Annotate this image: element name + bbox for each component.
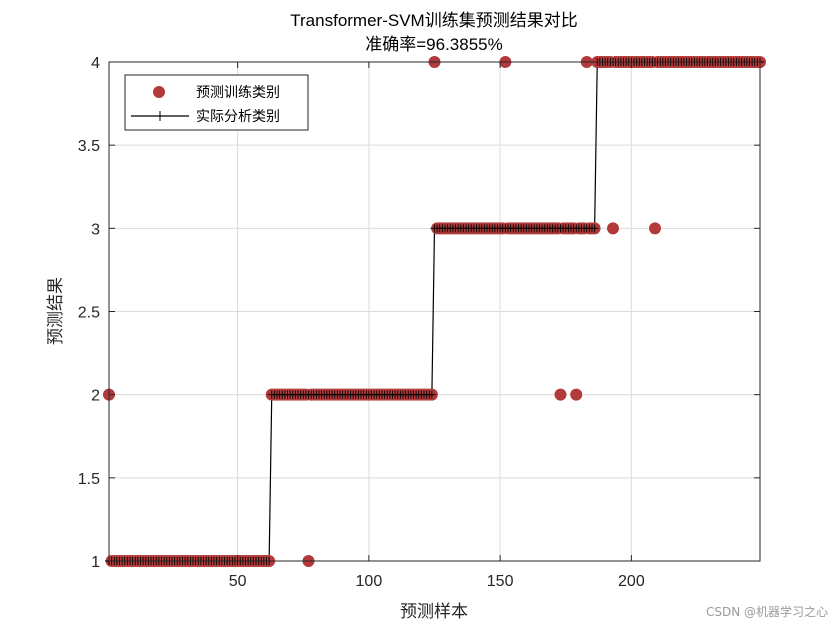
predicted-point bbox=[554, 388, 567, 401]
x-tick-label: 50 bbox=[229, 573, 247, 590]
predicted-point bbox=[607, 222, 619, 235]
x-axis-label: 预测样本 bbox=[400, 602, 468, 622]
y-axis-ticks: 1 1.5 2 2.5 3 3.5 4 bbox=[78, 55, 760, 571]
y-tick-label: 1.5 bbox=[78, 471, 100, 488]
chart-subtitle: 准确率=96.3855% bbox=[365, 35, 503, 54]
y-tick-label: 2.5 bbox=[78, 305, 100, 322]
y-tick-label: 2 bbox=[91, 388, 100, 405]
legend-label-actual: 实际分析类别 bbox=[196, 109, 280, 125]
y-tick-label: 3 bbox=[91, 221, 100, 238]
y-tick-label: 4 bbox=[91, 55, 100, 72]
actual-point bbox=[590, 224, 599, 233]
chart-title: Transformer-SVM训练集预测结果对比 bbox=[290, 11, 577, 30]
watermark: CSDN @机器学习之心 bbox=[706, 604, 828, 619]
x-tick-label: 100 bbox=[356, 573, 383, 590]
actual-point bbox=[427, 390, 436, 399]
y-tick-label: 3.5 bbox=[78, 138, 100, 155]
legend-plus-actual bbox=[155, 111, 165, 121]
legend-label-predicted: 预测训练类别 bbox=[196, 85, 280, 101]
legend: 预测训练类别 实际分析类别 bbox=[124, 74, 309, 131]
x-tick-label: 150 bbox=[487, 573, 514, 590]
y-tick-label: 1 bbox=[91, 554, 100, 571]
y-axis-label: 预测结果 bbox=[46, 277, 66, 345]
predicted-point bbox=[649, 222, 661, 235]
x-axis-ticks: 50 100 150 200 bbox=[229, 62, 645, 590]
x-tick-label: 200 bbox=[618, 573, 645, 590]
legend-box bbox=[124, 74, 309, 131]
legend-marker-predicted bbox=[153, 86, 165, 98]
predicted-point bbox=[570, 388, 583, 401]
